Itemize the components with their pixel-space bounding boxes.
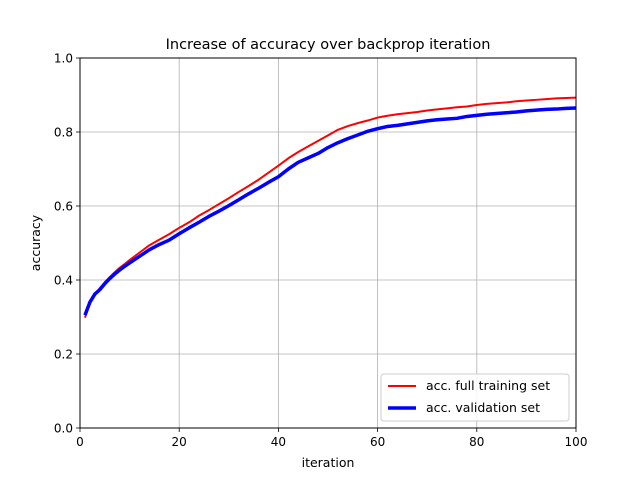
y-tick-label: 0.8 (54, 126, 73, 140)
x-tick-label: 0 (76, 435, 84, 449)
y-axis-label: accuracy (28, 214, 43, 271)
x-axis-ticks: 0 20 40 60 80 100 (76, 428, 587, 449)
x-tick-label: 20 (172, 435, 187, 449)
x-tick-label: 80 (469, 435, 484, 449)
x-tick-label: 60 (370, 435, 385, 449)
legend-frame (380, 373, 570, 422)
grid (80, 58, 576, 428)
y-tick-label: 0.0 (54, 422, 73, 436)
y-axis-ticks: 0.0 0.2 0.4 0.6 0.8 1.0 (54, 52, 80, 436)
x-axis-label: iteration (302, 455, 355, 470)
legend-label-validation: acc. validation set (426, 400, 540, 415)
series-line-validation (83, 106, 577, 316)
y-tick-label: 0.4 (54, 274, 73, 288)
legend-label-training: acc. full training set (426, 378, 550, 393)
series-layer (83, 96, 577, 319)
x-tick-label: 40 (271, 435, 286, 449)
y-tick-label: 1.0 (54, 52, 73, 66)
plot-frame (79, 57, 577, 429)
y-tick-label: 0.6 (54, 200, 73, 214)
series-line-training (84, 96, 577, 319)
y-tick-label: 0.2 (54, 348, 73, 362)
chart-title: Increase of accuracy over backprop itera… (166, 37, 491, 53)
x-tick-label: 100 (565, 435, 588, 449)
legend: acc. full training set acc. validation s… (380, 373, 570, 422)
